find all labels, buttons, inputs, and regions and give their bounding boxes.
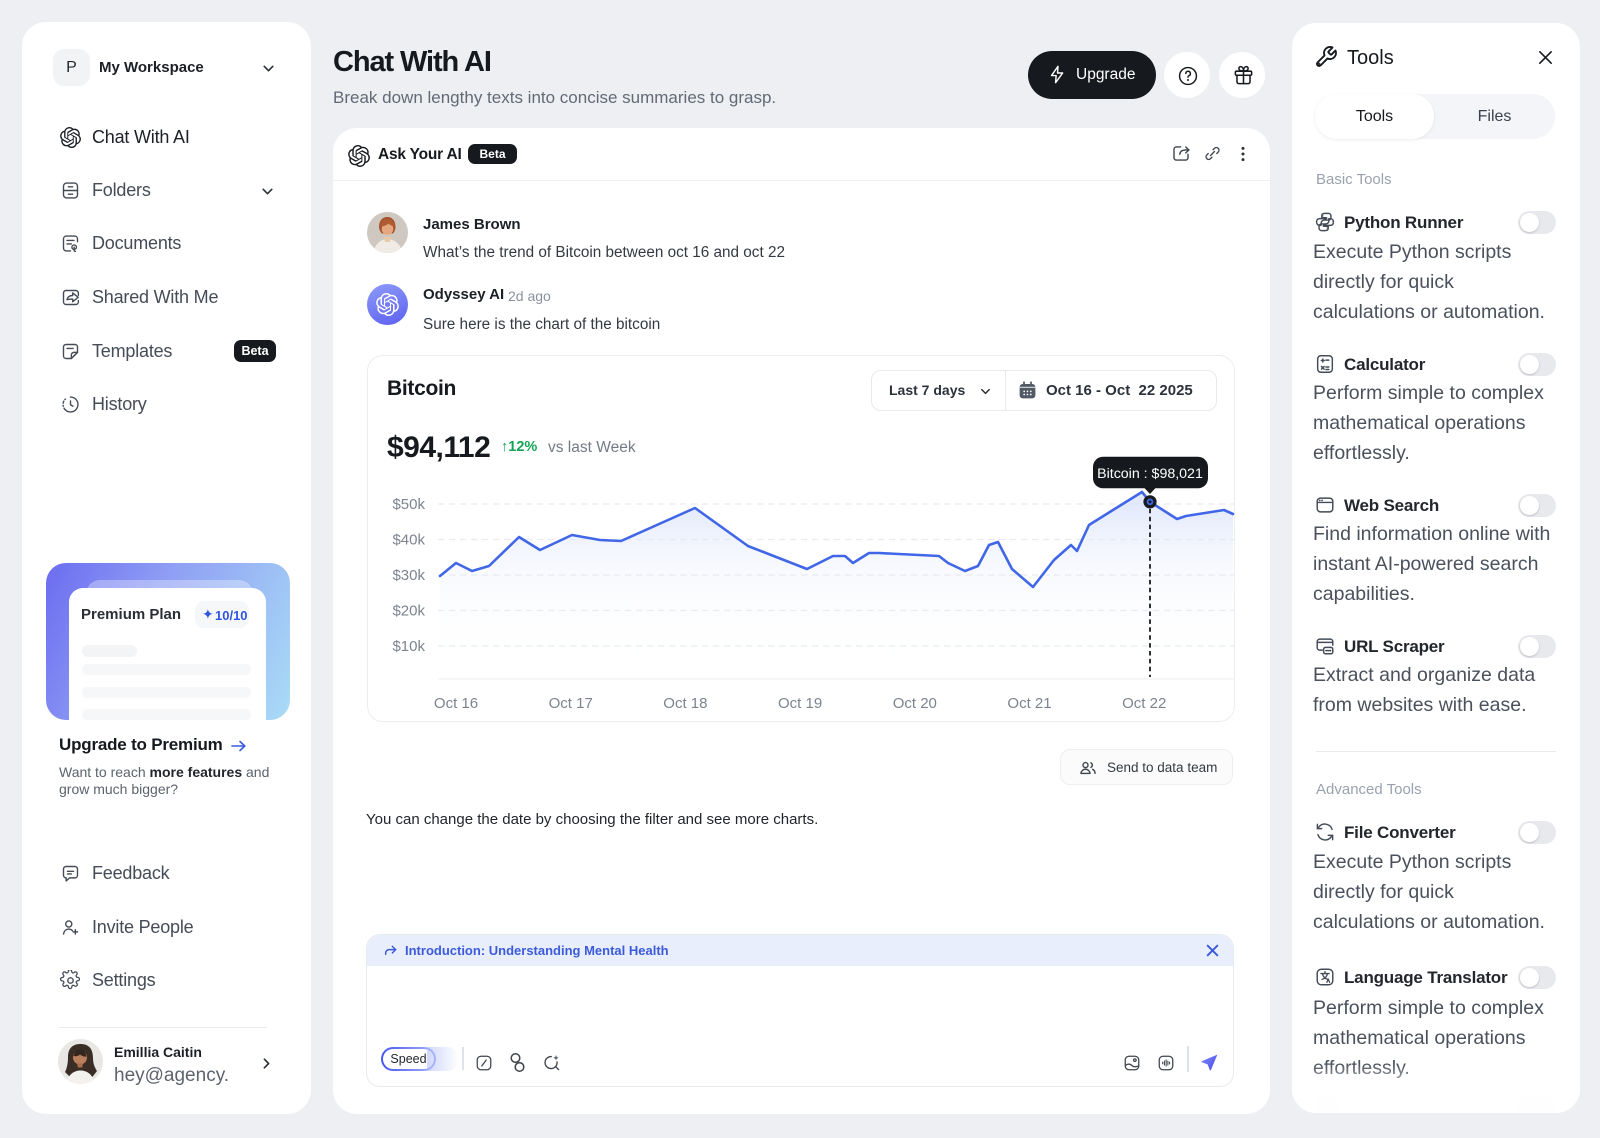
svg-text:Oct 21: Oct 21	[1007, 695, 1051, 712]
svg-text:$40k: $40k	[392, 532, 425, 549]
svg-text:$50k: $50k	[392, 496, 425, 513]
svg-text:Oct 22: Oct 22	[1122, 695, 1166, 712]
svg-text:Oct 19: Oct 19	[778, 695, 822, 712]
svg-text:$10k: $10k	[392, 638, 425, 655]
svg-text:Bitcoin : $98,021: Bitcoin : $98,021	[1097, 466, 1203, 482]
svg-text:Oct 18: Oct 18	[663, 695, 707, 712]
svg-text:$30k: $30k	[392, 567, 425, 584]
svg-text:Oct 20: Oct 20	[893, 695, 937, 712]
svg-text:$20k: $20k	[392, 603, 425, 620]
svg-text:Oct 17: Oct 17	[549, 695, 593, 712]
svg-text:Oct 16: Oct 16	[434, 695, 478, 712]
